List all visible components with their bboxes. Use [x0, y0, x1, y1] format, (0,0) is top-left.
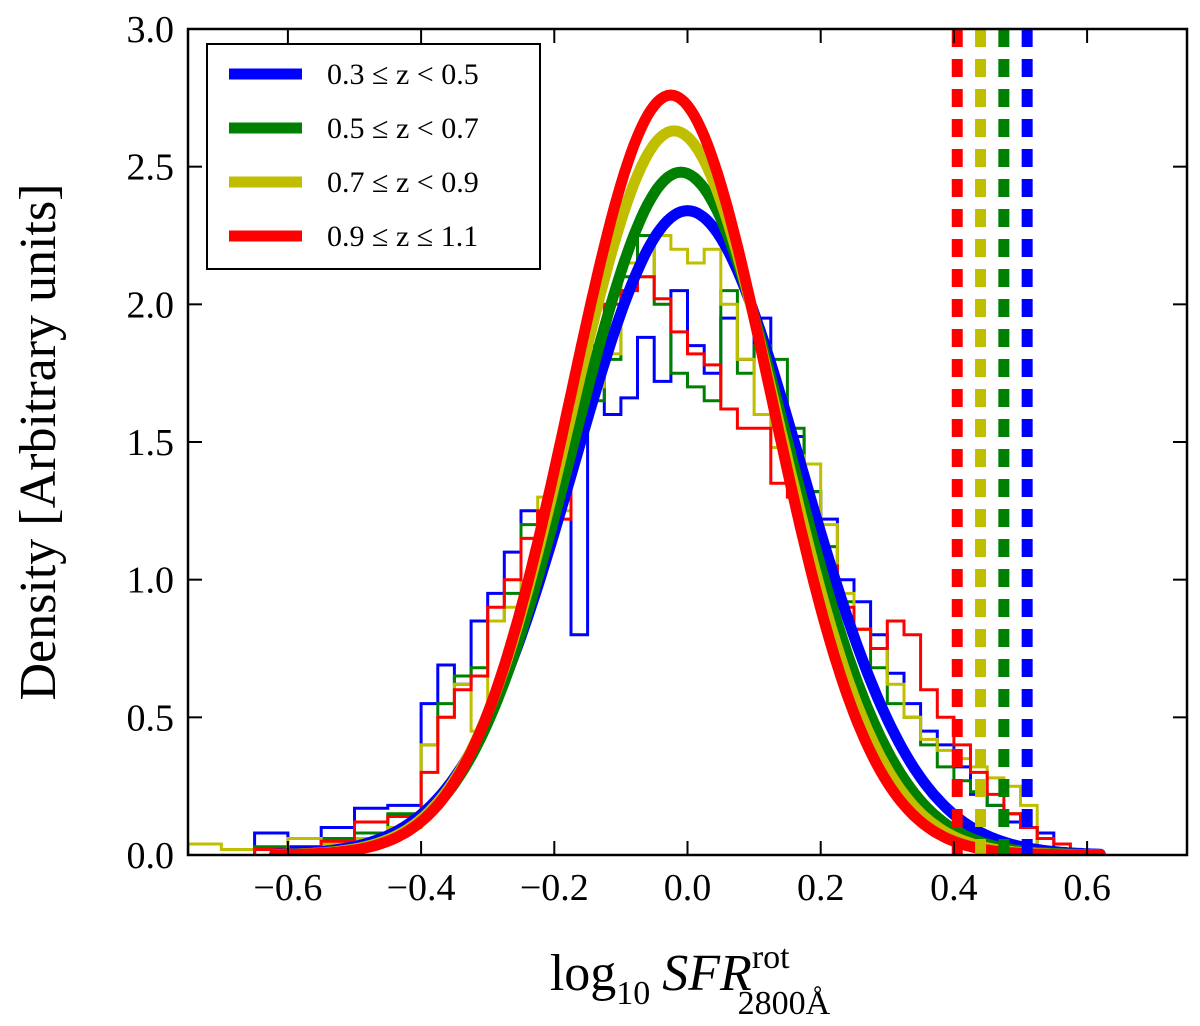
- x-tick-label: 0.0: [664, 867, 712, 909]
- x-tick-label: −0.6: [253, 867, 322, 909]
- x-axis-ticks: −0.6 −0.4 −0.2 0.0 0.2 0.4 0.6: [253, 29, 1111, 909]
- y-axis-label: Density [Arbitrary units]: [10, 183, 67, 700]
- x-tick-label: 0.6: [1063, 867, 1111, 909]
- histogram-series-3: [253, 275, 1088, 855]
- x-axis-label-log: log: [550, 945, 616, 1002]
- x-axis-label-sup: rot: [752, 939, 790, 976]
- x-axis-label-log-base: 10: [616, 975, 650, 1012]
- histograms: [188, 234, 1088, 855]
- threshold-lines: [951, 29, 1033, 855]
- histogram-series-0: [253, 289, 1071, 855]
- plot-area: [188, 29, 1106, 855]
- y-tick-label: 2.0: [127, 284, 175, 326]
- y-tick-label: 0.5: [127, 697, 175, 739]
- y-tick-label: 1.0: [127, 560, 175, 602]
- x-tick-label: −0.4: [387, 867, 456, 909]
- legend-label-0: 0.3 ≤ z < 0.5: [327, 58, 479, 91]
- legend-label-2: 0.7 ≤ z < 0.9: [327, 166, 479, 199]
- y-tick-label: 1.5: [127, 422, 175, 464]
- x-axis-label-sub: 2800Å: [738, 985, 831, 1022]
- y-axis-ticks: 0.0 0.5 1.0 1.5 2.0 2.5 3.0: [127, 9, 1187, 877]
- x-axis-label-var: SFR: [662, 945, 752, 1002]
- gaussian-fits: [269, 89, 1106, 855]
- x-tick-label: −0.2: [520, 867, 589, 909]
- y-tick-label: 3.0: [127, 9, 175, 51]
- legend-label-3: 0.9 ≤ z ≤ 1.1: [327, 220, 478, 253]
- x-tick-label: 0.2: [797, 867, 845, 909]
- y-tick-label: 2.5: [127, 147, 175, 189]
- histogram-series-1: [253, 234, 1054, 855]
- legend: 0.3 ≤ z < 0.5 0.5 ≤ z < 0.7 0.7 ≤ z < 0.9 0…: [206, 43, 541, 270]
- legend-label-1: 0.5 ≤ z < 0.7: [327, 112, 479, 145]
- x-tick-label: 0.4: [930, 867, 978, 909]
- histogram-series-2: [188, 234, 1054, 855]
- y-tick-label: 0.0: [127, 835, 175, 877]
- x-axis-label: log10 SFRrot 2800Å: [550, 939, 831, 1022]
- gaussian-fit-series-3: [269, 89, 1106, 855]
